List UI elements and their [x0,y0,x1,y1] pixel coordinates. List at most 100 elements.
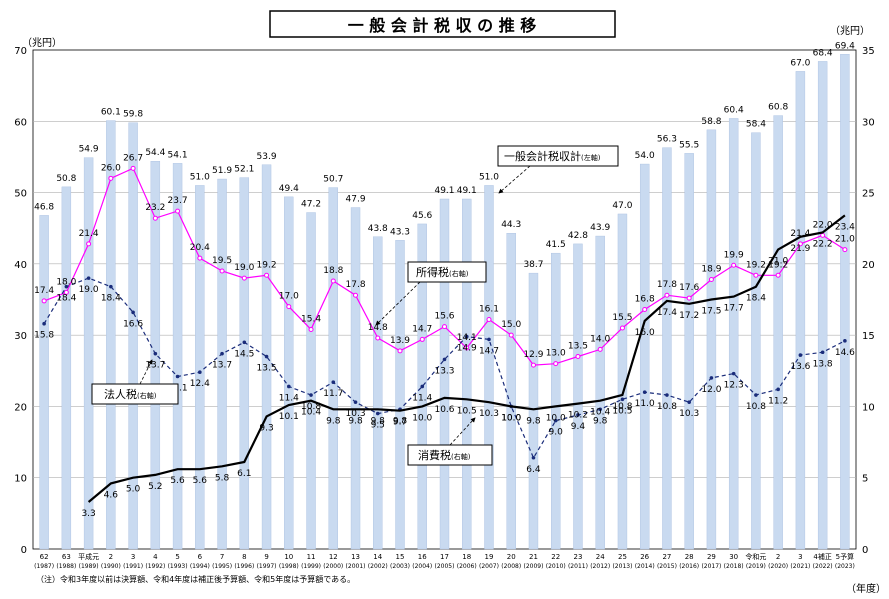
point-income [820,232,826,238]
point-value-label: 17.5 [701,307,721,317]
point-corporate [531,455,536,460]
left-axis-unit: （兆円） [22,37,62,49]
point-corporate [731,371,736,376]
legend-total: 一般会計税収計(左軸) [497,145,619,194]
x-axis-unit: （年度） [846,582,886,595]
x-tick-label: 2 [109,553,113,561]
x-tick-label: 4 [153,553,158,561]
x-tick-label: 平成元 [78,552,99,561]
x-tick-year: (2005) [435,563,455,570]
point-corporate [131,310,135,315]
bar-total-tax [83,157,94,550]
bar-value-label: 52.1 [234,165,254,175]
point-income [197,255,203,261]
point-value-label: 19.9 [724,250,744,260]
point-income [530,362,536,368]
legend-consumption-label: 消費税(右軸) [418,448,471,462]
point-value-label: 15.0 [501,320,521,330]
point-value-label: 17.2 [679,311,699,321]
point-value-label: 16.6 [123,319,143,329]
bar-value-label: 60.8 [768,103,788,113]
point-corporate [442,357,447,362]
point-income [708,277,714,283]
x-tick-year: (1999) [301,563,321,570]
bar-total-tax [728,118,739,550]
bar-total-tax [217,178,227,550]
bar-value-label: 43.8 [368,224,388,234]
point-income [464,345,470,351]
right-tick-label: 15 [862,331,875,342]
x-tick-year: (2017) [701,563,721,570]
point-income [753,272,759,278]
x-tick-label: 4補正 [813,552,831,561]
x-tick-year: (2022) [813,563,833,570]
point-income [41,298,47,304]
point-income [508,332,514,338]
bar-value-label: 43.3 [390,227,410,237]
bar-value-label: 50.7 [323,175,343,185]
point-value-label: 9.4 [571,422,586,432]
point-value-label: 16.0 [635,328,655,338]
x-tick-label: 14 [373,553,382,561]
bar-total-tax [128,122,138,550]
point-income [241,275,247,281]
x-tick-year: (1997) [257,563,277,570]
x-tick-label: 27 [662,553,671,561]
bar-value-label: 49.1 [434,186,454,196]
point-income [486,316,492,322]
point-value-label: 13.7 [212,361,232,371]
x-tick-label: 6 [198,553,203,561]
point-value-label: 10.8 [657,402,677,412]
x-tick-label: 12 [329,553,338,561]
point-corporate [709,376,714,380]
point-value-label: 3.3 [81,509,95,519]
legend-total-box [497,145,619,167]
x-tick-year: (2007) [479,563,499,570]
right-tick-label: 20 [862,260,875,271]
bar-value-label: 67.0 [790,58,810,68]
right-tick-label: 0 [862,545,868,556]
x-tick-label: 2 [776,553,780,561]
point-value-label: 21.9 [790,244,810,254]
point-value-label: 15.8 [34,331,54,341]
bar-value-label: 54.1 [168,150,188,160]
point-value-label: 5.6 [193,476,208,486]
point-value-label: 11.4 [412,393,432,403]
bar-value-label: 54.4 [145,148,165,158]
left-tick-label: 60 [14,117,27,128]
x-tick-label: 28 [685,553,694,561]
point-value-label: 6.1 [237,469,251,479]
point-value-label: 10.5 [612,406,632,416]
point-value-label: 10.8 [301,402,321,412]
x-tick-label: 18 [462,553,471,561]
left-tick-label: 40 [14,260,27,271]
point-value-label: 15.5 [612,313,632,323]
point-income [842,247,848,253]
point-income [330,278,336,284]
point-value-label: 26.7 [123,153,143,163]
right-tick-label: 35 [862,46,875,57]
point-income [264,272,270,278]
bar-value-label: 51.9 [212,166,232,176]
bar-total-tax [39,215,49,550]
point-income [553,361,559,367]
legend-income-pointer [375,281,421,326]
x-tick-year: (2000) [323,563,343,570]
point-corporate [64,284,69,289]
point-value-label: 10.0 [546,413,566,423]
x-tick-year: (2023) [835,563,855,570]
x-tick-year: (1988) [56,563,76,570]
x-tick-year: (2008) [501,563,521,570]
bar-total-tax [751,132,761,550]
x-tick-year: (2001) [346,563,366,570]
point-corporate [353,400,358,404]
bar-value-label: 53.9 [257,152,277,162]
x-tick-year: (1989) [79,563,99,570]
point-income [286,304,292,310]
point-income [442,324,447,330]
bar-total-tax [284,196,294,550]
bar-value-label: 60.1 [101,108,121,118]
bar-total-tax [484,185,494,550]
bar-total-tax [773,115,783,550]
point-value-label: 10.3 [479,409,499,419]
